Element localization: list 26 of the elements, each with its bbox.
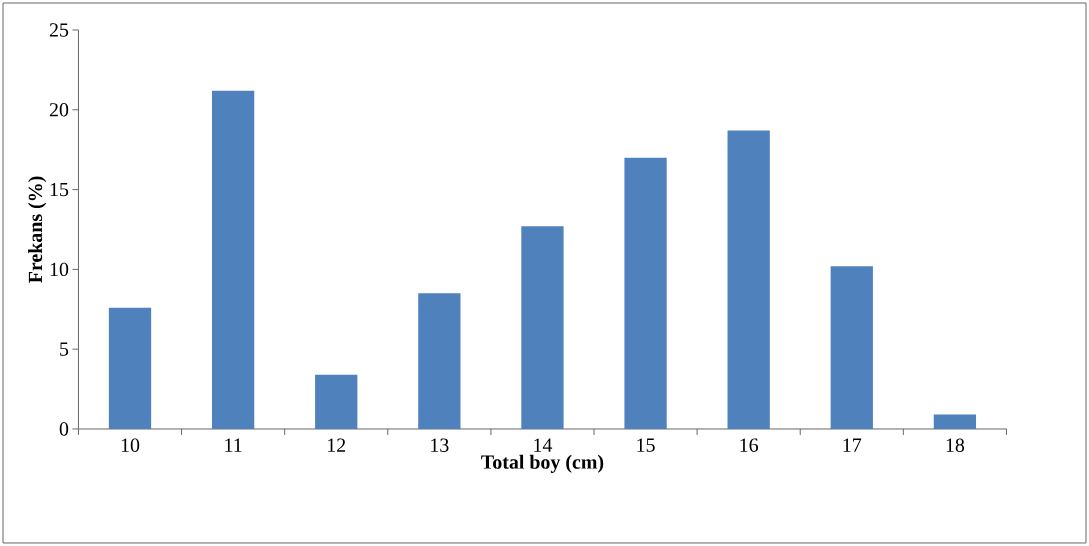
y-tick-label: 20: [49, 103, 69, 117]
bar: [521, 226, 564, 429]
x-tick-label: 11: [225, 438, 242, 452]
x-tick-label: 13: [431, 438, 449, 452]
y-axis-title: Frekans (%): [28, 176, 47, 283]
bar: [418, 293, 461, 429]
bar: [315, 374, 358, 429]
y-tick-label: 0: [59, 422, 69, 436]
x-axis-title: Total boy (cm): [481, 454, 604, 473]
x-tick-label: 12: [328, 438, 346, 452]
x-tick-label: 18: [946, 438, 965, 452]
y-tick-label: 15: [50, 182, 69, 197]
x-tick-label: 14: [534, 438, 553, 452]
bar: [727, 130, 770, 429]
bar: [108, 307, 152, 429]
y-tick-label: 5: [60, 342, 69, 356]
x-tick-label: 15: [637, 438, 655, 452]
y-tick-label: 25: [49, 23, 69, 37]
bar: [624, 157, 667, 429]
bar: [211, 90, 255, 429]
x-tick-label: 17: [843, 438, 862, 452]
bar: [830, 266, 873, 429]
y-tick-label: 10: [50, 262, 69, 277]
x-tick-label: 16: [740, 438, 759, 452]
bar: [933, 414, 977, 429]
x-tick-label: 10: [121, 438, 140, 452]
